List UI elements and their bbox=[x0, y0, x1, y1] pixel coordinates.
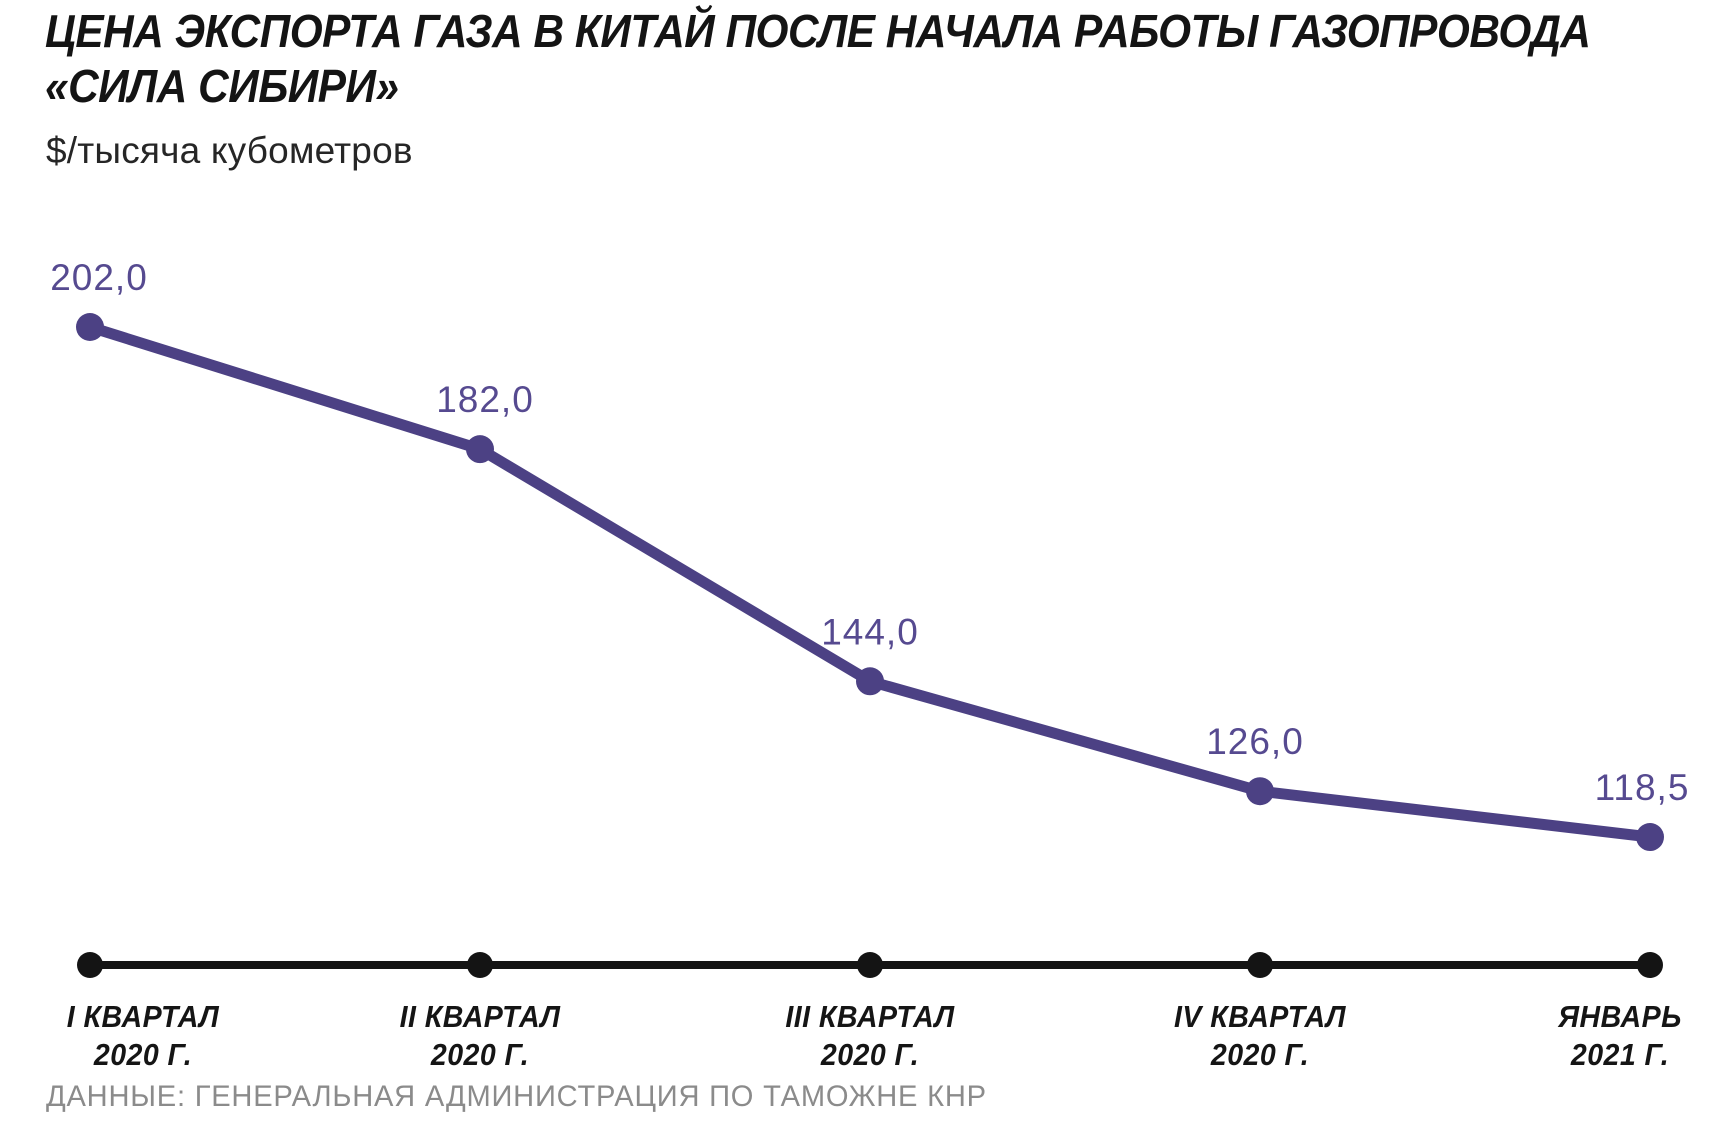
y-axis-unit-label: $/тысяча кубометров bbox=[46, 130, 413, 171]
price-line bbox=[84, 321, 1656, 843]
data-point-marker bbox=[466, 435, 494, 464]
x-axis-tick-dot bbox=[467, 952, 493, 978]
x-axis-tick-dot bbox=[77, 952, 103, 978]
data-point-marker bbox=[1636, 823, 1664, 852]
point-value-label: 144,0 bbox=[821, 611, 919, 652]
chart-title-line1: ЦЕНА ЭКСПОРТА ГАЗА В КИТАЙ ПОСЛЕ НАЧАЛА … bbox=[45, 5, 1591, 57]
x-axis-tick-dot bbox=[1637, 952, 1663, 978]
chart-title-line2: «СИЛА СИБИРИ» bbox=[45, 60, 399, 112]
data-point-marker bbox=[1246, 777, 1274, 806]
data-point-marker bbox=[856, 667, 884, 696]
point-value-label: 202,0 bbox=[50, 257, 148, 298]
data-point-marker bbox=[76, 313, 104, 341]
point-value-label: 182,0 bbox=[436, 379, 534, 420]
source-note: ДАННЫЕ: ГЕНЕРАЛЬНАЯ АДМИНИСТРАЦИЯ ПО ТАМ… bbox=[46, 1080, 987, 1113]
point-value-label: 118,5 bbox=[1595, 767, 1690, 808]
chart-title: ЦЕНА ЭКСПОРТА ГАЗА В КИТАЙ ПОСЛЕ НАЧАЛА … bbox=[45, 4, 1591, 114]
point-value-label: 126,0 bbox=[1206, 721, 1304, 762]
x-axis-tick-dot bbox=[1247, 952, 1273, 978]
x-axis-tick-dot bbox=[857, 952, 883, 978]
